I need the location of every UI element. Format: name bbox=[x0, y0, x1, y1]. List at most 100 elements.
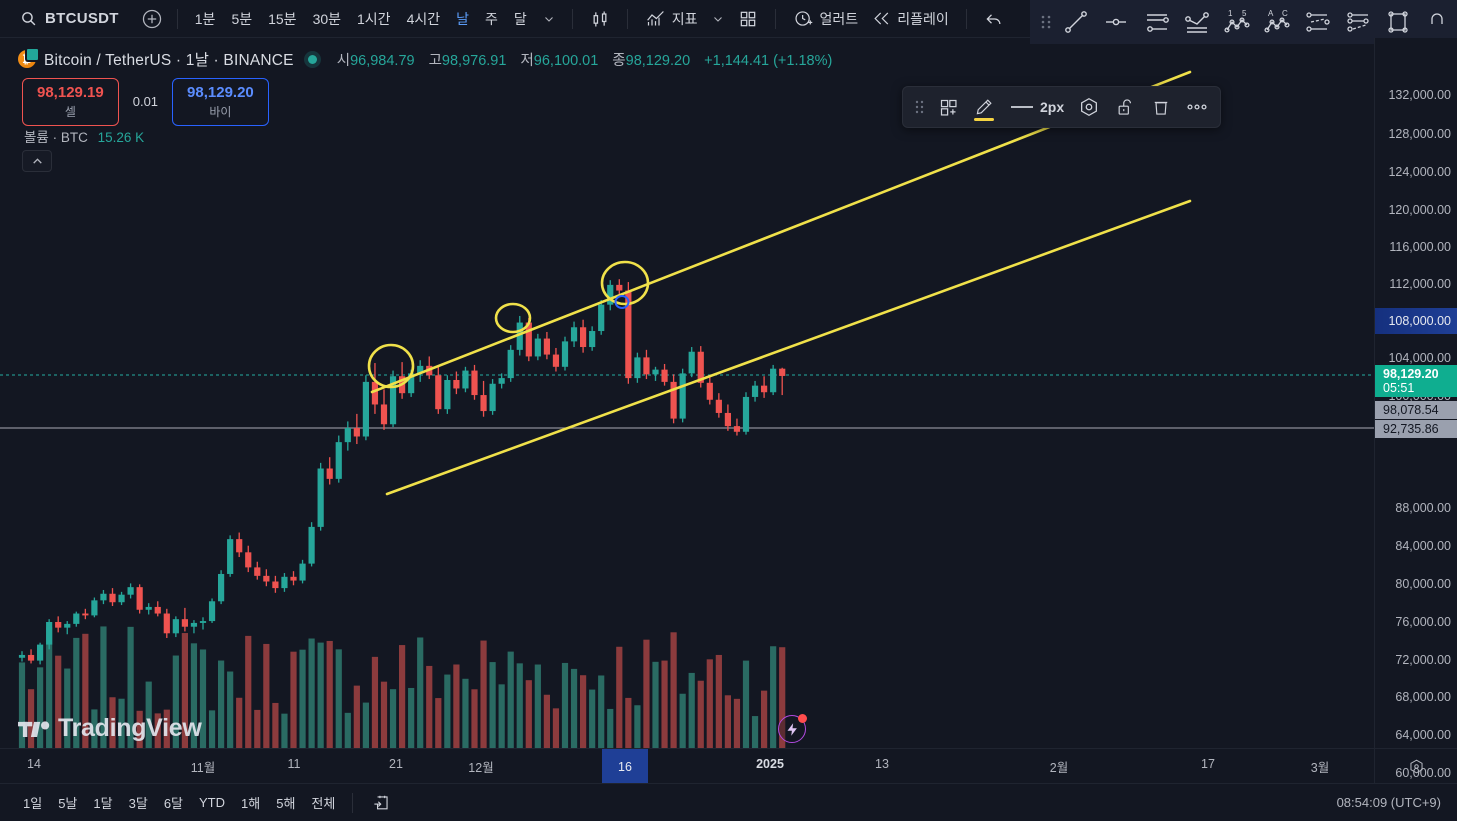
range-5y[interactable]: 5해 bbox=[276, 796, 296, 811]
candle-body bbox=[480, 395, 487, 412]
volume-bar bbox=[190, 643, 198, 748]
candle-body bbox=[761, 385, 768, 393]
candle-body bbox=[598, 304, 605, 332]
timeframe-5m[interactable]: 5분 bbox=[231, 10, 253, 27]
range-5d[interactable]: 5날 bbox=[58, 796, 78, 811]
timeframe-more-button[interactable] bbox=[536, 8, 562, 30]
range-1y[interactable]: 1해 bbox=[241, 796, 261, 811]
volume-bar bbox=[408, 687, 415, 748]
drag-grip-icon[interactable] bbox=[909, 92, 929, 122]
chart-canvas[interactable] bbox=[0, 38, 1374, 748]
timeframe-30m[interactable]: 30분 bbox=[312, 10, 342, 27]
volume-bar bbox=[281, 713, 288, 748]
symbol-search-button[interactable]: BTCUSDT bbox=[14, 5, 125, 33]
range-3m[interactable]: 3달 bbox=[128, 796, 148, 811]
add-symbol-button[interactable] bbox=[137, 4, 167, 34]
volume-legend[interactable]: 볼륨 · BTC 15.26 K bbox=[24, 126, 144, 146]
xabcd-pattern-tool[interactable] bbox=[1298, 3, 1336, 41]
candle-body bbox=[417, 365, 424, 374]
candle-body bbox=[770, 368, 777, 393]
timeframe-1mo[interactable]: 달 bbox=[513, 10, 527, 27]
goto-date-button[interactable] bbox=[365, 789, 398, 816]
timeframe-1h[interactable]: 1시간 bbox=[357, 10, 391, 27]
sell-button[interactable]: 98,129.19 셀 bbox=[22, 78, 119, 126]
drag-grip-icon[interactable] bbox=[1036, 7, 1055, 37]
symbol-title[interactable]: Bitcoin / TetherUS · 1날 · BINANCE bbox=[44, 52, 294, 69]
undo-button[interactable] bbox=[977, 4, 1011, 34]
price-scale[interactable]: 132,000.00 128,000.00 124,000.00 120,000… bbox=[1374, 38, 1457, 786]
candle-body bbox=[172, 619, 179, 634]
pitchfork-tool[interactable] bbox=[1178, 3, 1216, 41]
range-1d[interactable]: 1일 bbox=[23, 796, 43, 811]
lock-drawing-button[interactable] bbox=[1108, 91, 1142, 123]
timeframe-1m[interactable]: 1분 bbox=[194, 10, 216, 27]
candle-body bbox=[507, 349, 514, 379]
svg-text:C: C bbox=[1282, 9, 1288, 18]
rectangle-tool[interactable] bbox=[1379, 3, 1417, 41]
trend-line-tool[interactable] bbox=[1057, 3, 1095, 41]
delete-drawing-button[interactable] bbox=[1144, 91, 1178, 123]
price-tick: 116,000.00 bbox=[1389, 240, 1451, 254]
chart-type-button[interactable] bbox=[583, 4, 617, 34]
candle-body bbox=[353, 428, 360, 437]
time-tick: 14 bbox=[27, 757, 41, 771]
timeframe-15m[interactable]: 15분 bbox=[268, 10, 297, 27]
drawing-settings-button[interactable] bbox=[1072, 91, 1106, 123]
layout-button[interactable] bbox=[731, 4, 765, 34]
line-color-button[interactable] bbox=[967, 91, 1001, 123]
time-tick: 3월 bbox=[1310, 761, 1330, 775]
abcd-pattern-tool[interactable] bbox=[1338, 3, 1376, 41]
svg-text:A: A bbox=[1268, 9, 1274, 18]
elliott-impulse-wave-tool[interactable]: 1 5 bbox=[1218, 3, 1256, 41]
volume-bar bbox=[317, 642, 324, 748]
horizontal-line-tool[interactable] bbox=[1097, 3, 1135, 41]
candle-body bbox=[543, 338, 550, 355]
range-1m[interactable]: 1달 bbox=[93, 796, 113, 811]
volume-bar bbox=[181, 633, 188, 748]
alert-button[interactable]: 얼러트 bbox=[786, 3, 866, 34]
annotation-circle-4 bbox=[614, 295, 630, 309]
range-6m[interactable]: 6달 bbox=[163, 796, 184, 811]
add-template-button[interactable] bbox=[931, 91, 965, 123]
time-tick: 11 bbox=[287, 757, 301, 771]
goto-date-icon bbox=[372, 793, 391, 812]
volume-bar bbox=[82, 633, 89, 748]
ohlc-close-value: 98,129.20 bbox=[625, 52, 691, 69]
time-scale-settings-button[interactable] bbox=[1374, 748, 1457, 783]
lock-open-icon bbox=[1115, 97, 1135, 117]
indicators-button[interactable]: 지표 bbox=[638, 3, 705, 34]
price-tick: 64,000.00 bbox=[1395, 728, 1451, 742]
replay-button[interactable]: 리플레이 bbox=[865, 4, 956, 34]
clock-label: 08:54:09 (UTC+9) bbox=[1336, 795, 1441, 810]
candle-body bbox=[724, 412, 731, 427]
collapse-legend-button[interactable] bbox=[22, 150, 52, 172]
range-all[interactable]: 전체 bbox=[311, 796, 336, 811]
elliott-correction-wave-tool[interactable]: A C bbox=[1258, 3, 1296, 41]
line-color-swatch bbox=[974, 118, 994, 121]
timeframe-1w[interactable]: 주 bbox=[485, 10, 498, 27]
lightning-bolt-button[interactable] bbox=[778, 714, 807, 743]
line-width-button[interactable]: 2px bbox=[1003, 91, 1070, 123]
indicators-icon bbox=[645, 8, 666, 29]
indicators-dropdown-button[interactable] bbox=[705, 8, 731, 30]
candle-body bbox=[37, 644, 44, 661]
range-ytd[interactable]: YTD bbox=[199, 795, 226, 810]
parallel-channel-tool[interactable] bbox=[1137, 3, 1175, 41]
candle-body bbox=[525, 322, 532, 357]
volume-bar bbox=[525, 680, 532, 748]
volume-bar bbox=[109, 697, 116, 748]
volume-bar bbox=[389, 689, 397, 748]
trade-panel: 98,129.19 셀 0.01 98,129.20 바이 bbox=[22, 78, 269, 126]
drawing-more-button[interactable] bbox=[1180, 91, 1214, 123]
more-shapes-tool[interactable] bbox=[1419, 3, 1457, 41]
ohlc-open-key: 시 bbox=[336, 52, 351, 69]
timeframe-1d[interactable]: 날 bbox=[456, 10, 469, 27]
time-scale[interactable]: 16 14 11월 11 21 12월 2025 13 2월 17 3월 bbox=[0, 748, 1374, 784]
volume-legend-value: 15.26 K bbox=[97, 130, 145, 145]
timeframe-4h[interactable]: 4시간 bbox=[406, 10, 441, 27]
trash-icon bbox=[1151, 97, 1171, 117]
buy-button[interactable]: 98,129.20 바이 bbox=[172, 78, 269, 126]
more-dots-icon bbox=[1186, 102, 1208, 112]
candle-body bbox=[516, 322, 523, 350]
ohlc-open-value: 96,984.79 bbox=[350, 52, 415, 69]
